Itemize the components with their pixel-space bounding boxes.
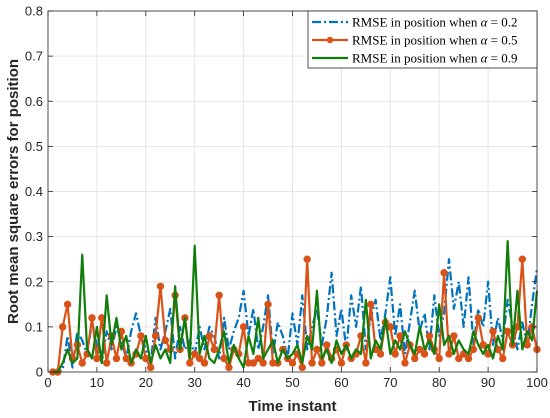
data-point [489, 327, 497, 336]
y-tick-label: 0.3 [25, 229, 43, 244]
data-point [401, 359, 409, 367]
data-point [225, 363, 233, 372]
legend-entry-label: RMSE in position when α = 0.9 [352, 51, 518, 66]
series-layer [49, 240, 541, 376]
y-tick-label: 0.7 [25, 49, 43, 64]
data-point [455, 354, 463, 363]
data-point [146, 363, 155, 372]
legend-marker [326, 36, 334, 44]
data-point [239, 323, 248, 331]
data-point [499, 354, 507, 363]
data-point [288, 359, 297, 367]
data-point [220, 354, 228, 363]
data-point [445, 350, 453, 358]
data-point [210, 345, 218, 354]
data-point [386, 323, 394, 331]
data-point [337, 359, 346, 367]
data-point [93, 354, 101, 363]
data-point [391, 350, 399, 358]
y-axis-label: Root mean square errors for position [5, 59, 22, 324]
data-point [518, 255, 527, 263]
legend-entry-label: RMSE in position when α = 0.2 [352, 15, 518, 30]
y-tick-label: 0.2 [25, 274, 43, 289]
data-point [137, 332, 145, 340]
data-point [318, 359, 326, 367]
data-point [420, 350, 429, 358]
legend-entry-label: RMSE in position when α = 0.5 [352, 33, 518, 48]
data-point [464, 354, 473, 363]
data-point [313, 345, 321, 354]
y-tick-label: 0.1 [25, 319, 43, 334]
data-point [205, 332, 214, 340]
x-tick-label: 90 [481, 375, 495, 390]
data-point [469, 345, 478, 354]
data-point [156, 282, 165, 290]
data-point [376, 350, 385, 358]
x-axis-label: Time instant [248, 398, 336, 415]
y-tick-label: 0.6 [25, 94, 43, 109]
data-point [112, 354, 121, 363]
data-point [323, 341, 331, 349]
data-point [161, 336, 170, 345]
data-point [303, 255, 311, 263]
series-line [52, 240, 539, 374]
data-point [474, 314, 483, 322]
series-line [52, 258, 539, 374]
data-point [195, 354, 204, 363]
data-point [191, 350, 199, 358]
data-point [440, 269, 448, 277]
y-tick-label: 0 [36, 365, 43, 380]
data-point [503, 327, 512, 336]
x-tick-label: 70 [383, 375, 397, 390]
data-point [254, 354, 262, 363]
data-point [259, 359, 267, 367]
series-1 [52, 258, 539, 374]
y-tick-label: 0.8 [25, 4, 43, 19]
x-tick-label: 80 [432, 375, 446, 390]
data-point [435, 354, 443, 363]
data-point [200, 359, 209, 367]
data-point [186, 359, 194, 367]
data-point [308, 359, 316, 367]
data-point [102, 359, 111, 367]
data-point [411, 354, 419, 363]
x-tick-label: 0 [44, 375, 51, 390]
data-point [264, 300, 272, 309]
x-tick-label: 20 [139, 375, 153, 390]
axis-ticks: 0 10 20 30 40 50 60 70 80 90 100 0 0.1 0.2 0.3 0.4 0.5 0.… [25, 4, 548, 391]
data-point [249, 359, 258, 367]
x-tick-label: 60 [334, 375, 348, 390]
x-tick-label: 40 [236, 375, 250, 390]
data-point [151, 332, 160, 340]
data-point [58, 323, 67, 331]
y-tick-label: 0.5 [25, 139, 43, 154]
data-point [479, 341, 487, 349]
data-point [425, 332, 434, 340]
data-point [362, 359, 370, 367]
x-tick-label: 10 [90, 375, 104, 390]
data-point [63, 300, 72, 309]
legend: RMSE in position when α = 0.2 RMSE in pos… [307, 10, 538, 69]
data-point [88, 314, 96, 322]
data-point [78, 359, 86, 367]
x-tick-label: 50 [285, 375, 299, 390]
data-point [142, 354, 150, 363]
y-tick-label: 0.4 [25, 184, 43, 199]
data-point [450, 332, 458, 340]
series-3 [52, 240, 539, 374]
data-point [215, 291, 223, 299]
data-point [367, 300, 375, 309]
x-tick-label: 100 [526, 375, 548, 390]
x-tick-label: 30 [187, 375, 201, 390]
data-point [298, 363, 306, 372]
